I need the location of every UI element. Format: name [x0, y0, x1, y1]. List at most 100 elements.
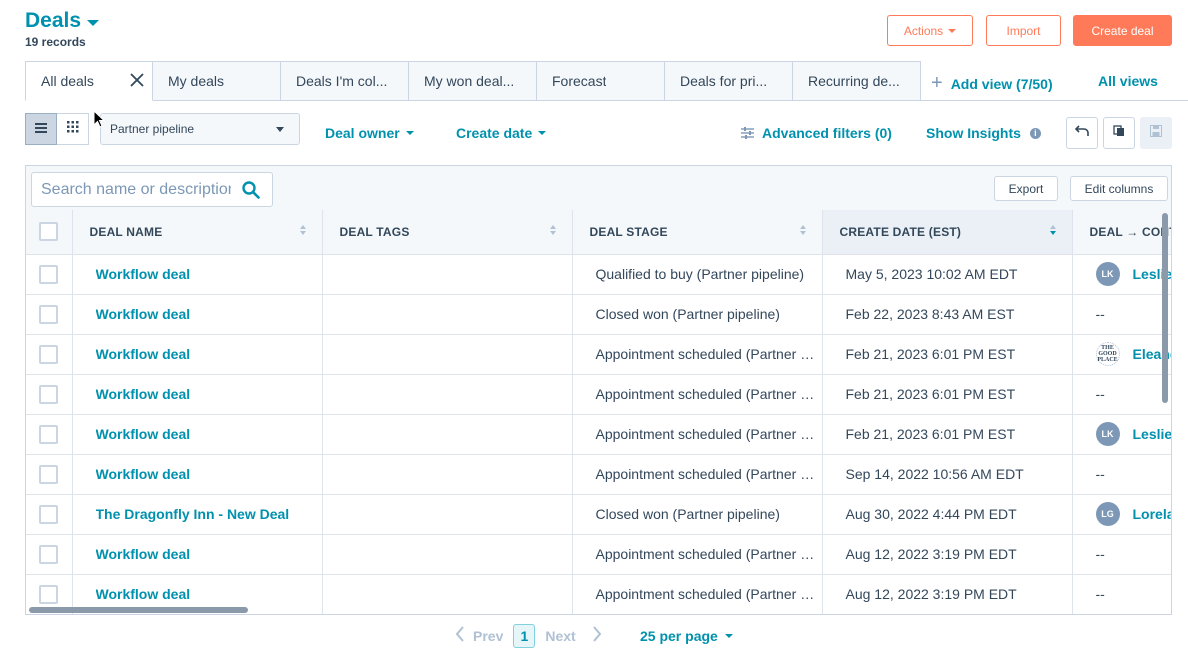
table-row[interactable]: Workflow deal Appointment scheduled (Part…: [26, 374, 1171, 415]
deal-name-link[interactable]: Workflow deal: [95, 426, 191, 442]
deal-name-link[interactable]: Workflow deal: [95, 466, 191, 482]
search-icon[interactable]: [242, 181, 260, 204]
contact-link[interactable]: Lorelai: [1132, 506, 1172, 522]
create-date-filter[interactable]: Create date: [456, 125, 547, 141]
deal-name-link[interactable]: Workflow deal: [95, 546, 191, 562]
deal-tags-cell: [322, 454, 573, 495]
prev-page-label: Prev: [473, 628, 504, 644]
per-page-select[interactable]: 25 per page: [640, 628, 733, 644]
advanced-filters-button[interactable]: Advanced filters (0): [741, 125, 892, 141]
table-row[interactable]: Workflow deal Appointment scheduled (Part…: [26, 534, 1171, 575]
deal-stage-cell: Appointment scheduled (Partner pipeline): [572, 574, 823, 614]
column-header-deal-contact[interactable]: DEAL → CONTACT: [1072, 210, 1171, 255]
table-row[interactable]: Workflow deal Qualified to buy (Partner p…: [26, 254, 1172, 295]
column-header-deal-tags[interactable]: DEAL TAGS: [322, 210, 573, 255]
column-header-deal-stage[interactable]: DEAL STAGE: [572, 210, 823, 255]
column-header-deal-name[interactable]: DEAL NAME: [72, 210, 323, 255]
contact-link[interactable]: Leslie: [1132, 266, 1172, 282]
contact-empty: --: [1095, 466, 1105, 482]
create-date-cell: Aug 30, 2022 4:44 PM EDT: [822, 494, 1073, 535]
tab-forecast[interactable]: Forecast: [537, 61, 665, 101]
plus-icon: +: [931, 72, 943, 94]
column-header-create-date[interactable]: CREATE DATE (EST): [822, 210, 1073, 255]
contact-link[interactable]: Eleanor: [1132, 346, 1172, 362]
view-toggle: [25, 113, 89, 145]
page-title-dropdown[interactable]: Deals: [25, 9, 100, 33]
tab-deals-im-collaborating[interactable]: Deals I'm col...: [281, 61, 409, 101]
deal-name-link[interactable]: Workflow deal: [95, 586, 191, 602]
create-deal-button-label: Create deal: [1091, 23, 1154, 38]
sort-icon: [799, 225, 806, 235]
deal-stage-cell: Appointment scheduled (Partner pipeline): [572, 374, 823, 415]
record-count: 19 records: [25, 35, 86, 49]
column-header-label: DEAL TAGS: [339, 224, 410, 239]
chevron-down-icon: [276, 126, 284, 132]
row-select-cell: [26, 494, 73, 535]
save-view-button[interactable]: [1140, 117, 1172, 149]
add-view-button[interactable]: + Add view (7/50): [931, 72, 1053, 95]
vertical-scrollbar[interactable]: [1162, 213, 1168, 403]
search-input[interactable]: [41, 180, 231, 199]
tab-deals-for-priority[interactable]: Deals for pri...: [665, 61, 793, 101]
contact-link[interactable]: Leslie: [1132, 426, 1172, 442]
row-checkbox[interactable]: [39, 344, 59, 364]
row-checkbox[interactable]: [39, 384, 59, 404]
mouse-cursor-icon: [93, 109, 106, 133]
table-row[interactable]: Workflow deal Appointment scheduled (Part…: [26, 454, 1171, 495]
create-date-cell: Aug 12, 2022 3:19 PM EDT: [822, 534, 1073, 575]
deal-name-link[interactable]: The Dragonfly Inn - New Deal: [95, 506, 290, 522]
tab-my-deals[interactable]: My deals: [153, 61, 281, 101]
show-insights-button[interactable]: Show Insights i: [926, 125, 1041, 141]
save-icon: [1150, 124, 1162, 142]
tab-label: My deals: [168, 73, 225, 89]
row-checkbox[interactable]: [39, 304, 59, 324]
list-view-button[interactable]: [25, 113, 57, 145]
filter-sliders-icon: [741, 127, 754, 139]
close-icon[interactable]: [130, 71, 144, 91]
deal-name-link[interactable]: Workflow deal: [95, 266, 191, 282]
contact-cell: --: [1072, 294, 1171, 335]
all-views-link[interactable]: All views: [1098, 73, 1158, 89]
row-checkbox[interactable]: [39, 504, 59, 524]
deal-owner-filter[interactable]: Deal owner: [325, 125, 414, 141]
table-row[interactable]: Workflow deal Appointment scheduled (Part…: [26, 334, 1172, 375]
horizontal-scrollbar[interactable]: [29, 607, 248, 613]
deal-name-cell: Workflow deal: [72, 294, 323, 335]
row-select-cell: [26, 414, 73, 455]
table-row[interactable]: The Dragonfly Inn - New Deal Closed won (…: [26, 494, 1172, 535]
actions-button[interactable]: Actions: [887, 15, 973, 46]
deal-name-link[interactable]: Workflow deal: [95, 346, 191, 362]
row-checkbox[interactable]: [39, 424, 59, 444]
row-checkbox[interactable]: [39, 584, 59, 604]
contact-cell: LK Leslie: [1072, 254, 1172, 295]
contact-cell: THE GOOD PLACE Eleanor: [1072, 334, 1172, 375]
import-button[interactable]: Import: [986, 15, 1061, 46]
contact-cell: --: [1072, 374, 1171, 415]
tab-my-won-deals[interactable]: My won deal...: [409, 61, 537, 101]
row-checkbox[interactable]: [39, 464, 59, 484]
deal-name-link[interactable]: Workflow deal: [95, 386, 191, 402]
tab-recurring-deals[interactable]: Recurring de...: [793, 61, 921, 101]
tab-all-deals[interactable]: All deals: [25, 61, 153, 101]
prev-page-button[interactable]: Prev: [455, 625, 503, 648]
undo-button[interactable]: [1066, 117, 1098, 149]
select-all-cell: [26, 210, 73, 255]
board-view-button[interactable]: [57, 113, 89, 145]
select-all-checkbox[interactable]: [39, 222, 59, 242]
row-checkbox[interactable]: [39, 544, 59, 564]
table-row[interactable]: Workflow deal Closed won (Partner pipelin…: [26, 294, 1171, 335]
tabs-divider: [918, 100, 1188, 101]
export-button[interactable]: Export: [994, 176, 1058, 201]
table-row[interactable]: Workflow deal Appointment scheduled (Part…: [26, 414, 1172, 455]
deal-owner-label: Deal owner: [325, 125, 400, 141]
next-page-button[interactable]: Next: [545, 625, 602, 648]
current-page-number[interactable]: 1: [513, 624, 536, 648]
row-checkbox[interactable]: [39, 264, 59, 284]
pipeline-select[interactable]: Partner pipeline: [100, 113, 300, 145]
create-deal-button[interactable]: Create deal: [1073, 15, 1172, 46]
deal-name-link[interactable]: Workflow deal: [95, 306, 191, 322]
clone-view-button[interactable]: [1103, 117, 1135, 149]
deal-stage-cell: Appointment scheduled (Partner pipeline): [572, 334, 823, 375]
edit-columns-button[interactable]: Edit columns: [1070, 176, 1168, 201]
contact-cell: --: [1072, 574, 1171, 614]
